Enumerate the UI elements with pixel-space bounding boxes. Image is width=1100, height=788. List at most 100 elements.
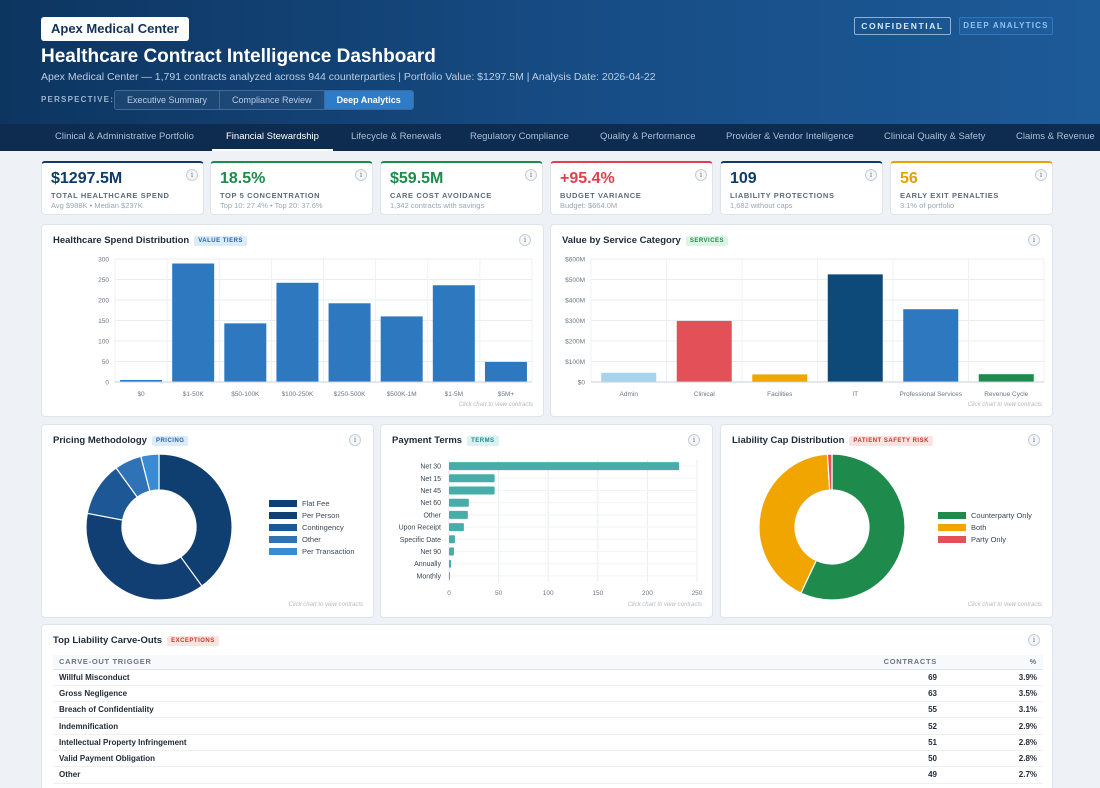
bar-admin	[601, 372, 657, 382]
x-tick-label: 250	[692, 590, 703, 597]
kpi-care-cost-avoidance[interactable]: $59.5M CARE COST AVOIDANCE 1,342 contrac…	[380, 161, 543, 215]
y-tick-label: Annually	[414, 561, 441, 568]
carveout-percent: 3.9%	[943, 669, 1043, 686]
info-icon[interactable]: i	[695, 169, 707, 181]
table-row[interactable]: Gross Negligence 63 3.5%	[53, 685, 1043, 703]
info-icon[interactable]: i	[1028, 434, 1040, 446]
mode-badge: DEEP ANALYTICS	[959, 17, 1053, 35]
table-row[interactable]: Breach of Confidentiality 55 3.1%	[53, 701, 1043, 719]
kpi-label: EARLY EXIT PENALTIES	[900, 191, 999, 200]
legend-swatch	[269, 512, 297, 519]
carveout-percent: 3.5%	[943, 685, 1043, 703]
info-icon[interactable]: i	[519, 234, 531, 246]
info-icon[interactable]: i	[525, 169, 537, 181]
bar-clinical	[676, 320, 732, 382]
chart-hint: Click chart to view contracts	[288, 602, 363, 608]
pricing-methodology-card[interactable]: Pricing Methodology PRICING i Flat Fee Pe…	[41, 424, 374, 618]
payment-terms-chart[interactable]: 0 50 100 150 200 250 Net 30 Net 15 Net 45 Net 60 O…	[381, 425, 714, 619]
liability-cap-card[interactable]: Liability Cap Distribution PATIENT SAFET…	[720, 424, 1053, 618]
tab-financial-stewardship[interactable]: Financial Stewardship	[212, 124, 333, 151]
y-tick-label: 150	[98, 318, 109, 325]
info-icon[interactable]: i	[1035, 169, 1047, 181]
legend-label: Party Only	[971, 535, 1006, 544]
bar-other	[449, 510, 468, 519]
bar-annually	[449, 559, 451, 568]
tab-quality-performance[interactable]: Quality & Performance	[600, 131, 696, 142]
card-title: Top Liability Carve-Outs EXCEPTIONS	[53, 635, 219, 646]
info-icon[interactable]: i	[865, 169, 877, 181]
kpi-total-healthcare-spend[interactable]: $1297.5M TOTAL HEALTHCARE SPEND Avg $988…	[41, 161, 204, 215]
info-icon[interactable]: i	[688, 434, 700, 446]
kpi-value: +95.4%	[560, 170, 615, 187]
y-tick-label: 200	[98, 298, 109, 305]
perspective-executive-summary[interactable]: Executive Summary	[115, 91, 221, 109]
pricing-tag: PRICING	[151, 435, 189, 446]
tab-clinical-quality-safety[interactable]: Clinical Quality & Safety	[884, 131, 986, 142]
y-tick-label: 0	[105, 380, 109, 387]
table-row[interactable]: Intellectual Property Infringement 51 2.8%	[53, 734, 1043, 751]
carveout-contracts: 63	[823, 685, 943, 703]
dashboard-header: Apex Medical Center Healthcare Contract …	[0, 0, 1100, 124]
kpi-label: CARE COST AVOIDANCE	[390, 191, 492, 200]
chart-hint: Click chart to view contracts	[627, 602, 702, 608]
kpi-label: TOP 5 CONCENTRATION	[220, 191, 321, 200]
table-row[interactable]: Indemnification 52 2.9%	[53, 717, 1043, 735]
kpi-top-5-concentration[interactable]: 18.5% TOP 5 CONCENTRATION Top 10: 27.4% …	[210, 161, 373, 215]
perspective-deep-analytics[interactable]: Deep Analytics	[324, 91, 413, 109]
patient-safety-risk-tag: PATIENT SAFETY RISK	[849, 435, 933, 446]
chart-hint: Click chart to view contracts	[967, 602, 1042, 608]
bar-monthly	[449, 571, 450, 580]
info-icon[interactable]: i	[1028, 234, 1040, 246]
y-tick-label: $300M	[565, 318, 585, 325]
x-tick-label: Clinical	[694, 391, 716, 398]
y-tick-label: $600M	[565, 257, 585, 264]
bar-net-45	[449, 486, 495, 495]
column-header-contracts[interactable]: CONTRACTS	[823, 655, 943, 670]
tab-provider-vendor-intelligence[interactable]: Provider & Vendor Intelligence	[726, 131, 854, 142]
card-title: Pricing Methodology PRICING	[53, 435, 189, 446]
legend-swatch	[269, 548, 297, 555]
table-row[interactable]: Other 49 2.7%	[53, 766, 1043, 784]
x-tick-label: $0	[137, 391, 145, 398]
info-icon[interactable]: i	[355, 169, 367, 181]
y-tick-label: 100	[98, 339, 109, 346]
x-tick-label: $1-50K	[183, 391, 205, 398]
y-tick-label: Net 15	[420, 476, 441, 483]
info-icon[interactable]: i	[186, 169, 198, 181]
carveout-contracts: 50	[823, 750, 943, 768]
column-header-percent[interactable]: %	[943, 655, 1043, 670]
carveout-trigger: Willful Misconduct	[53, 669, 823, 686]
info-icon[interactable]: i	[1028, 634, 1040, 646]
tab-regulatory-compliance[interactable]: Regulatory Compliance	[470, 131, 569, 142]
liability-cap-chart[interactable]: Counterparty Only Both Party Only	[721, 425, 1054, 619]
table-row[interactable]: Willful Misconduct 69 3.9%	[53, 669, 1043, 686]
kpi-sub: 1,682 without caps	[730, 201, 793, 210]
tab-claims-revenue[interactable]: Claims & Revenue	[1016, 131, 1095, 142]
carveout-contracts: 52	[823, 717, 943, 735]
kpi-budget-variance[interactable]: +95.4% BUDGET VARIANCE Budget: $664.0M i	[550, 161, 713, 215]
perspective-compliance-review[interactable]: Compliance Review	[220, 91, 325, 109]
value-tiers-tag: VALUE TIERS	[194, 235, 247, 246]
kpi-early-exit-penalties[interactable]: 56 EARLY EXIT PENALTIES 3.1% of portfoli…	[890, 161, 1053, 215]
table-row[interactable]: Valid Payment Obligation 50 2.8%	[53, 750, 1043, 768]
column-header-trigger[interactable]: CARVE-OUT TRIGGER	[53, 655, 823, 670]
bar--100-250k	[276, 282, 319, 382]
bar-upon-receipt	[449, 523, 464, 532]
payment-terms-card[interactable]: Payment Terms TERMS i 0 50 100 150 200 250 Net…	[380, 424, 713, 618]
kpi-liability-protections[interactable]: 109 LIABILITY PROTECTIONS 1,682 without …	[720, 161, 883, 215]
kpi-value: 109	[730, 170, 757, 187]
info-icon[interactable]: i	[349, 434, 361, 446]
y-tick-label: $500M	[565, 277, 585, 284]
carveout-contracts: 55	[823, 701, 943, 719]
tab-lifecycle-renewals[interactable]: Lifecycle & Renewals	[351, 131, 442, 142]
spend-distribution-card[interactable]: Healthcare Spend Distribution VALUE TIER…	[41, 224, 544, 417]
service-category-chart[interactable]: $0 $100M $200M $300M $400M $500M $600M Admin Cli…	[551, 225, 1054, 418]
pricing-methodology-chart[interactable]: Flat Fee Per Person Contingency Other Per Tr…	[42, 425, 375, 619]
service-category-card[interactable]: Value by Service Category SERVICES i $0 $…	[550, 224, 1053, 417]
spend-distribution-chart[interactable]: 0 50 100 150 200 250 300 $0 $1-50K $50-100K $100-2…	[42, 225, 545, 418]
kpi-value: $59.5M	[390, 170, 444, 187]
tab-clinical-administrative-portfolio[interactable]: Clinical & Administrative Portfolio	[55, 131, 194, 142]
x-tick-label: 150	[592, 590, 603, 597]
chart-hint: Click chart to view contracts	[967, 402, 1042, 408]
x-tick-label: $1-5M	[445, 391, 463, 398]
